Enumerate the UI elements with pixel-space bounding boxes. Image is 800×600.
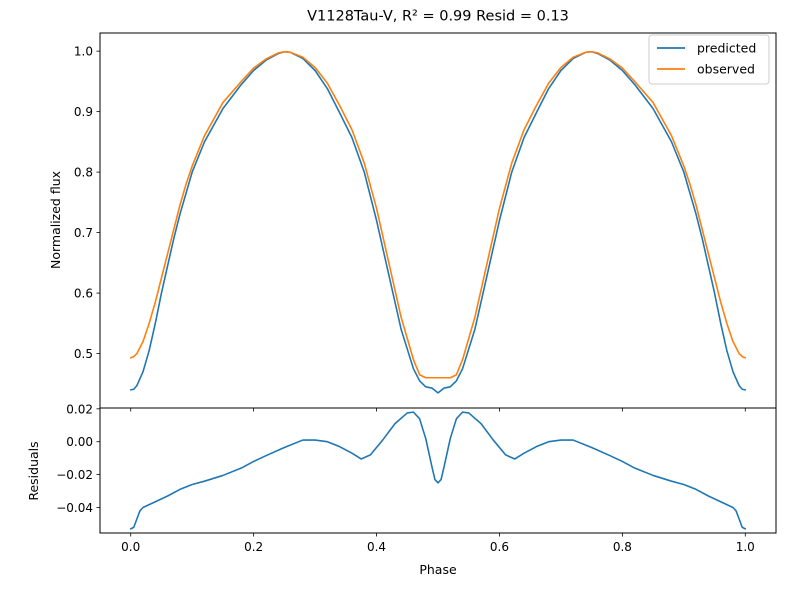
residuals-y-tick-label: −0.04 bbox=[56, 501, 93, 515]
flux-y-tick-label: 0.9 bbox=[74, 105, 93, 119]
residuals-x-tick-label: 0.8 bbox=[613, 540, 632, 554]
flux-series-line-observed bbox=[129, 50, 747, 379]
residuals-axes-frame bbox=[99, 407, 777, 534]
flux-y-tick-label: 0.7 bbox=[74, 226, 93, 240]
flux-y-axis-label: Normalized flux bbox=[48, 171, 63, 269]
flux-y-tick-label: 0.5 bbox=[74, 347, 93, 361]
residuals-x-tick-label: 1.0 bbox=[736, 540, 755, 554]
residuals-series-group bbox=[129, 411, 747, 530]
x-axis-label: Phase bbox=[419, 562, 457, 577]
flux-x-ticks bbox=[130, 408, 746, 412]
residuals-x-ticks: 0.0 0.2 0.4 0.6 0.8 1.0 bbox=[121, 533, 755, 554]
legend: predicted observed bbox=[648, 34, 770, 85]
flux-y-tick-label: 0.8 bbox=[74, 166, 93, 180]
residuals-series-line-series-0 bbox=[129, 411, 747, 530]
flux-series-line-predicted bbox=[129, 50, 747, 394]
residuals-y-tick-label: −0.02 bbox=[56, 468, 93, 482]
residuals-x-tick-label: 0.0 bbox=[121, 540, 140, 554]
residuals-y-axis-label: Residuals bbox=[26, 441, 41, 500]
residuals-x-tick-label: 0.2 bbox=[244, 540, 263, 554]
residuals-y-ticks: −0.04 −0.02 0.00 0.02 bbox=[56, 402, 100, 515]
flux-panel: 0.5 0.6 0.7 0.8 0.9 1.0 Normalized flux predi… bbox=[48, 34, 770, 412]
flux-y-ticks: 0.5 0.6 0.7 0.8 0.9 1.0 bbox=[74, 45, 100, 361]
flux-series-group bbox=[129, 50, 747, 394]
legend-label-predicted: predicted bbox=[697, 41, 756, 56]
residuals-x-tick-label: 0.6 bbox=[490, 540, 509, 554]
flux-y-tick-label: 0.6 bbox=[74, 287, 93, 301]
residuals-x-tick-label: 0.4 bbox=[367, 540, 386, 554]
residuals-y-tick-label: 0.02 bbox=[66, 402, 93, 416]
flux-y-tick-label: 1.0 bbox=[74, 45, 93, 59]
residuals-panel: −0.04 −0.02 0.00 0.02 0.0 0.2 0.4 0.6 0.8 1.0 Re… bbox=[26, 402, 755, 577]
chart-title: V1128Tau-V, R² = 0.99 Resid = 0.13 bbox=[307, 9, 569, 25]
legend-label-observed: observed bbox=[697, 62, 755, 77]
residuals-y-tick-label: 0.00 bbox=[66, 435, 93, 449]
